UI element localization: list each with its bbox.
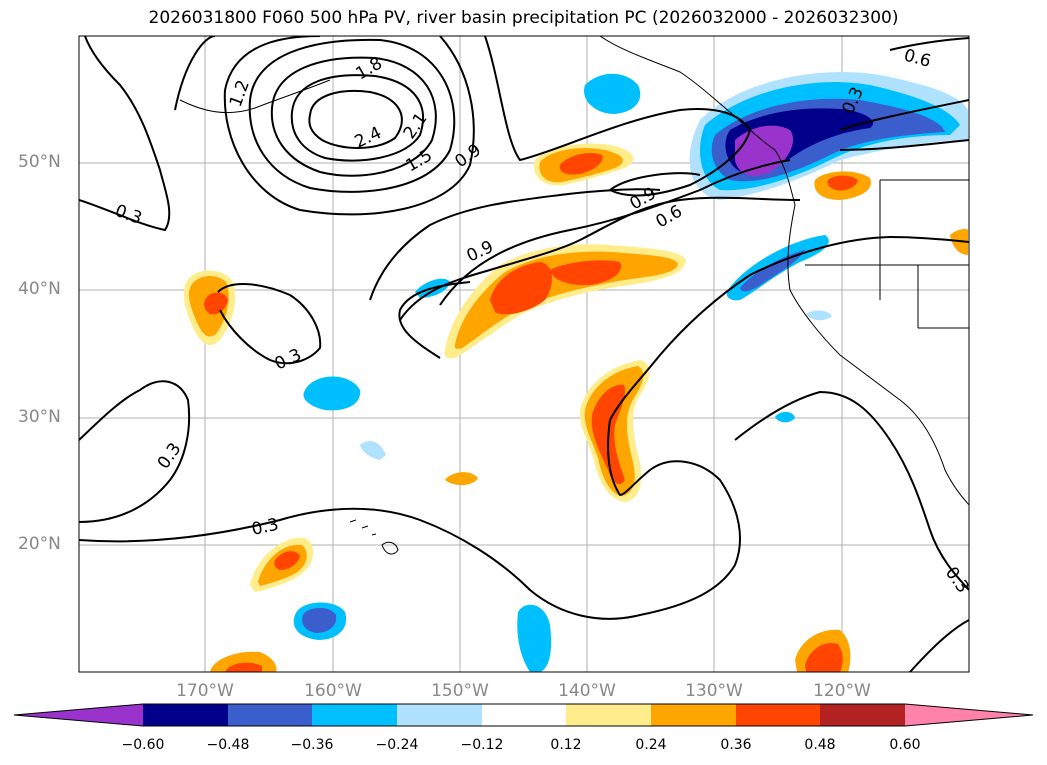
state-borders [805,179,969,329]
neg-region-south-1-core [302,607,337,633]
colorbar-tick: −0.24 [375,737,419,753]
lon-label-120w: 120°W [813,681,871,701]
lat-label-40n: 40°N [18,279,61,299]
pos-region-south-2-core [225,662,262,672]
colorbar-tick: 0.24 [635,737,667,753]
neg-region-california-core [740,250,805,292]
pv-contour-0-3-main [79,235,969,620]
neg-region-gulf-alaska [584,73,641,114]
pv-contour-0-3-loop [217,283,322,365]
pos-region-south-1-core [274,551,300,570]
positive-anomalies [183,143,968,672]
lon-label-160w: 160°W [304,681,362,701]
colorbar-bin [566,704,651,726]
pv-contour-0-9-loop [369,188,661,301]
pos-region-west-core [204,292,228,315]
colorbar-tick: −0.60 [121,737,165,753]
neg-region-south-2 [517,604,552,672]
lat-label-30n: 30°N [18,407,61,427]
neg-region-central [303,376,361,411]
coastlines [179,36,969,555]
colorbar-bin [651,704,736,726]
colorbar-max-extend [905,704,1033,726]
neg-region-tiny-2 [806,310,832,321]
pos-region-north-core [559,153,603,175]
lat-label-20n: 20°N [18,534,61,554]
lon-label-150w: 150°W [431,681,489,701]
pos-region-central-core-2 [550,260,622,286]
pv-contour-0-3-east [734,390,969,591]
colorbar-tick: −0.36 [290,737,334,753]
pv-contour-0-3-west [79,36,171,232]
colorbar-outline [13,703,1034,727]
pos-region-tiny-1 [445,472,478,486]
colorbar-tick: −0.48 [206,737,250,753]
colorbar-tick: −0.12 [460,737,504,753]
neg-region-tiny-3 [775,411,795,423]
colorbar-bin [312,704,397,726]
colorbar-tick: 0.12 [550,737,582,753]
pv-contour-1-5 [248,38,456,193]
pv-contour-2-1 [290,74,424,162]
pv-contours [79,36,969,672]
colorbar-min-extend [14,704,143,726]
pv-contour-0-6-ne [889,37,969,51]
pv-contour-0-3-se [909,619,969,672]
colorbar-bin [228,704,312,726]
pos-region-central-core-1 [490,262,552,315]
colorbar-bin [397,704,482,726]
colorbar-tick: 0.36 [720,737,752,753]
pv-contour-0-6 [399,196,801,321]
colorbar-tick: 0.60 [889,737,921,753]
lat-label-50n: 50°N [18,152,61,172]
pos-region-oregon-core [827,175,858,191]
neg-region-pnw-core [735,125,794,176]
colorbar-tick: 0.48 [804,737,836,753]
negative-anomalies [293,72,968,672]
pv-contour-0-3-sw [79,380,191,523]
lon-label-130w: 130°W [685,681,743,701]
pv-contour-0-9-hook [398,281,471,359]
pv-contour-2-4 [308,89,403,149]
colorbar-bin [820,704,905,726]
figure-title: 2026031800 F060 500 hPa PV, river basin … [148,8,899,28]
map-frame [78,35,970,673]
hawaii-chain [349,519,377,536]
colorbar-bin [143,704,228,726]
lon-label-140w: 140°W [558,681,616,701]
colorbar-bin [736,704,820,726]
colorbar [13,703,1034,727]
pv-contour-0-9-mid [439,159,791,306]
north-america-coast [599,36,969,506]
pv-contour-ne-band [839,99,969,151]
colorbar-bin [482,704,566,726]
pv-contour-1-8 [270,56,437,177]
lon-label-170w: 170°W [176,681,234,701]
hawaii-island [381,541,399,555]
pos-region-baja-core [805,642,843,672]
neg-region-tiny-1 [360,441,386,460]
